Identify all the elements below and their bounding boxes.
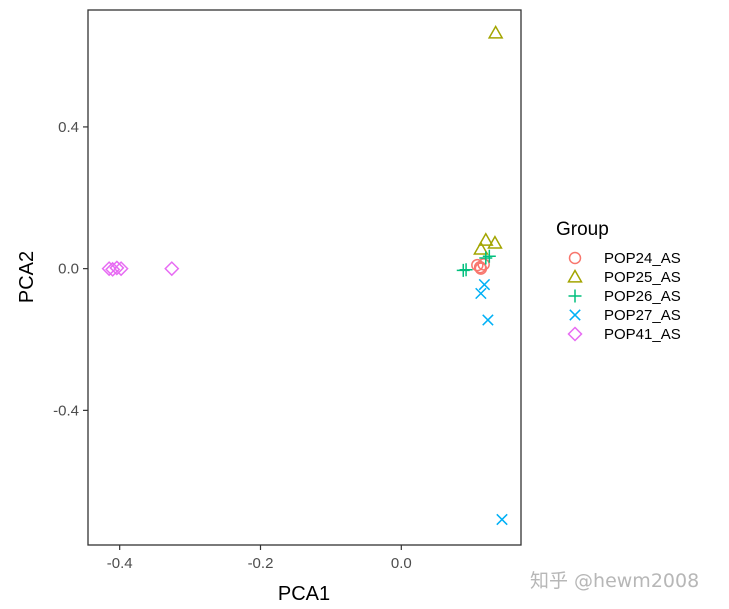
legend-label: POP27_AS xyxy=(604,307,681,324)
data-point xyxy=(482,249,496,263)
y-tick-label: -0.4 xyxy=(53,402,79,419)
data-point xyxy=(109,260,125,276)
y-axis-title: PCA2 xyxy=(16,251,38,303)
legend: Group POP24_AS POP25_AS POP26_AS POP27_AS PO… xyxy=(556,219,681,343)
legend-key xyxy=(567,268,583,283)
data-point xyxy=(471,258,484,272)
data-point xyxy=(496,513,508,526)
data-point xyxy=(478,232,494,246)
legend-key xyxy=(569,309,581,321)
legend-label: POP41_AS xyxy=(604,326,681,343)
data-point xyxy=(113,261,129,277)
y-tick-label: 0.4 xyxy=(58,119,79,136)
data-point xyxy=(487,235,503,249)
legend-title: Group xyxy=(556,219,609,240)
x-tick-label: -0.2 xyxy=(248,555,274,572)
data-point xyxy=(101,261,117,277)
x-tick-label: -0.4 xyxy=(107,555,133,572)
data-point xyxy=(474,262,488,275)
data-point xyxy=(473,241,489,255)
data-marks xyxy=(101,25,508,526)
x-axis-title: PCA1 xyxy=(278,583,330,605)
y-tick-label: 0.0 xyxy=(58,261,79,278)
x-tick-label: 0.0 xyxy=(391,555,412,572)
data-point xyxy=(475,287,487,300)
data-point xyxy=(487,25,504,39)
legend-label: POP26_AS xyxy=(604,288,681,305)
legend-label: POP25_AS xyxy=(604,269,681,286)
watermark: 知乎 @hewm2008 xyxy=(530,570,700,592)
legend-label: POP24_AS xyxy=(604,250,681,267)
data-point xyxy=(459,263,473,277)
axes: -0.4 -0.2 0.0 -0.4 0.0 0.4 xyxy=(53,119,412,572)
data-point xyxy=(479,251,493,265)
legend-key xyxy=(568,251,582,265)
legend-key xyxy=(568,289,582,303)
data-point xyxy=(482,314,494,326)
data-point xyxy=(478,278,491,291)
plot-panel xyxy=(87,9,522,546)
data-point xyxy=(164,261,180,277)
legend-key xyxy=(567,326,583,342)
